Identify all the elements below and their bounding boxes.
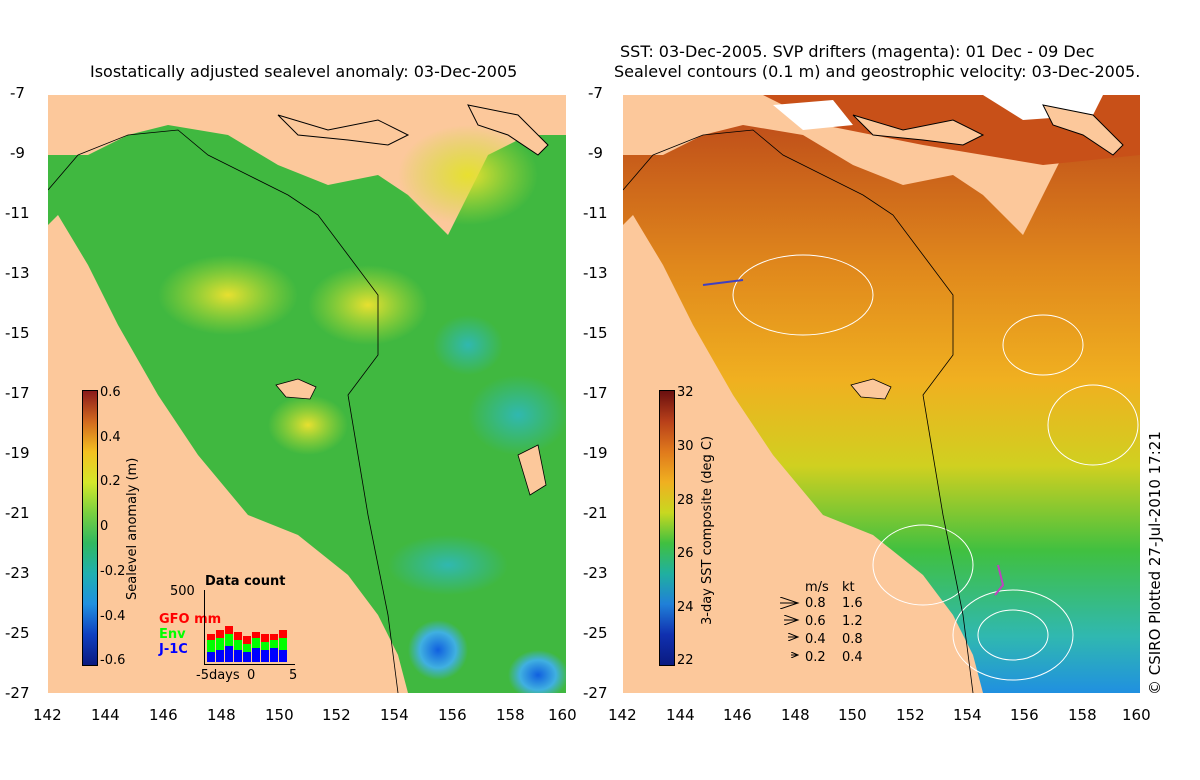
velocity-legend-ms: 0.6 <box>805 614 826 629</box>
right-map-title-line1: SST: 03-Dec-2005. SVP drifters (magenta)… <box>620 42 1095 61</box>
right-lat-tick: -7 <box>588 84 603 102</box>
left-lat-tick: -25 <box>5 624 30 642</box>
right-lon-tick: 152 <box>896 706 925 724</box>
data-count-xtick: -5days <box>196 668 240 683</box>
left-lat-tick: -11 <box>5 204 30 222</box>
sealevel-colorbar-tick: 0 <box>100 519 109 534</box>
sst-colorbar-tick: 22 <box>677 653 694 668</box>
sealevel-anomaly-map <box>48 95 566 693</box>
left-lon-tick: 158 <box>496 706 525 724</box>
right-lon-tick: 158 <box>1068 706 1097 724</box>
velocity-arrow-icon <box>780 597 800 609</box>
sst-map <box>623 95 1140 693</box>
right-lon-tick: 148 <box>781 706 810 724</box>
data-count-xtick: 5 <box>289 668 298 683</box>
left-map-title: Isostatically adjusted sealevel anomaly:… <box>90 62 518 81</box>
right-lon-tick: 154 <box>953 706 982 724</box>
left-lon-tick: 142 <box>33 706 62 724</box>
right-lat-tick: -23 <box>583 564 608 582</box>
right-lat-tick: -21 <box>583 504 608 522</box>
data-count-chart <box>204 590 295 665</box>
right-lon-tick: 156 <box>1010 706 1039 724</box>
left-lon-tick: 148 <box>207 706 236 724</box>
sealevel-colorbar-tick: 0.2 <box>100 474 121 489</box>
sst-colorbar-tick: 30 <box>677 439 694 454</box>
velocity-legend-kt: 1.6 <box>842 596 863 611</box>
velocity-legend-ms: 0.2 <box>805 650 826 665</box>
velocity-arrow-icon <box>784 615 800 625</box>
right-lat-tick: -25 <box>583 624 608 642</box>
sealevel-colorbar-tick: -0.2 <box>100 564 126 579</box>
left-lon-tick: 146 <box>149 706 178 724</box>
left-lat-tick: -13 <box>5 264 30 282</box>
velocity-legend-kt: 0.8 <box>842 632 863 647</box>
right-lat-tick: -17 <box>583 384 608 402</box>
left-lat-tick: -27 <box>5 684 30 702</box>
left-lat-tick: -7 <box>10 84 25 102</box>
sst-colorbar-tick: 28 <box>677 493 694 508</box>
velocity-legend-header-kt: kt <box>842 580 855 595</box>
left-lat-tick: -15 <box>5 324 30 342</box>
data-count-ymax: 500 <box>170 584 195 599</box>
sealevel-colorbar-tick: 0.4 <box>100 430 121 445</box>
right-lon-tick: 160 <box>1122 706 1151 724</box>
right-lat-tick: -19 <box>583 444 608 462</box>
sst-colorbar <box>659 390 675 666</box>
sealevel-colorbar <box>82 390 98 666</box>
left-lat-tick: -17 <box>5 384 30 402</box>
velocity-legend-kt: 1.2 <box>842 614 863 629</box>
left-lat-tick: -9 <box>10 144 25 162</box>
velocity-legend-header-ms: m/s <box>805 580 829 595</box>
left-lon-tick: 154 <box>380 706 409 724</box>
sealevel-colorbar-tick: -0.4 <box>100 609 126 624</box>
right-lon-tick: 142 <box>608 706 637 724</box>
legend-env: Env <box>159 627 186 642</box>
velocity-legend-ms: 0.8 <box>805 596 826 611</box>
sst-colorbar-tick: 32 <box>677 385 694 400</box>
sealevel-colorbar-label: Sealevel anomaly (m) <box>125 457 140 600</box>
credit-text: © CSIRO Plotted 27-Jul-2010 17:21 <box>1146 431 1164 695</box>
velocity-arrow-icon <box>791 652 799 658</box>
sst-colorbar-tick: 26 <box>677 546 694 561</box>
right-lat-tick: -11 <box>583 204 608 222</box>
data-count-title: Data count <box>205 574 286 589</box>
sst-colorbar-tick: 24 <box>677 600 694 615</box>
right-lon-tick: 144 <box>666 706 695 724</box>
left-lon-tick: 160 <box>548 706 577 724</box>
data-count-xtick: 0 <box>247 668 256 683</box>
left-lon-tick: 150 <box>265 706 294 724</box>
right-lon-tick: 146 <box>723 706 752 724</box>
left-lon-tick: 156 <box>438 706 467 724</box>
legend-gfo: GFO mm <box>159 612 222 627</box>
right-lon-tick: 150 <box>838 706 867 724</box>
velocity-legend-kt: 0.4 <box>842 650 863 665</box>
left-lat-tick: -23 <box>5 564 30 582</box>
left-lon-tick: 144 <box>91 706 120 724</box>
left-lat-tick: -19 <box>5 444 30 462</box>
left-lat-tick: -21 <box>5 504 30 522</box>
left-lon-tick: 152 <box>322 706 351 724</box>
right-lat-tick: -9 <box>588 144 603 162</box>
right-map-title-line2: Sealevel contours (0.1 m) and geostrophi… <box>614 62 1141 81</box>
right-lat-tick: -15 <box>583 324 608 342</box>
sealevel-colorbar-tick: -0.6 <box>100 653 126 668</box>
velocity-legend-ms: 0.4 <box>805 632 826 647</box>
legend-j1c: J-1C <box>159 642 188 657</box>
sealevel-colorbar-tick: 0.6 <box>100 385 121 400</box>
sst-colorbar-label: 3-day SST composite (deg C) <box>700 435 715 625</box>
right-lat-tick: -27 <box>583 684 608 702</box>
velocity-arrow-icon <box>788 633 800 641</box>
right-lat-tick: -13 <box>583 264 608 282</box>
